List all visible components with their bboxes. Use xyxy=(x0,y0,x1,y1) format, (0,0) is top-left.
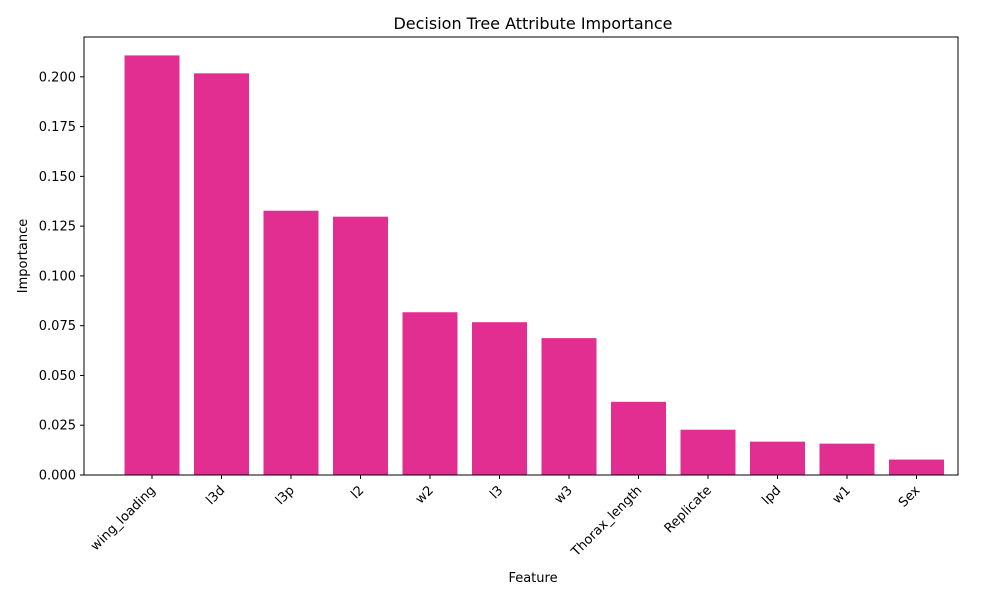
y-tick-label: 0.200 xyxy=(39,70,76,85)
bar-wing_loading xyxy=(123,54,181,476)
bar-l3 xyxy=(471,321,528,476)
bar-l2 xyxy=(332,215,389,476)
x-tick-label: w2 xyxy=(413,483,437,507)
x-axis-label: Feature xyxy=(508,571,557,586)
bar-w2 xyxy=(401,311,459,476)
x-tick-label: w1 xyxy=(830,483,854,507)
bars-group xyxy=(123,54,945,476)
bar-w1 xyxy=(818,442,876,476)
bar-lpd xyxy=(749,440,806,476)
bar-w3 xyxy=(540,337,598,476)
bar-l3p xyxy=(262,209,320,476)
x-tick-label: Thorax_length xyxy=(568,483,645,560)
y-tick-label: 0.100 xyxy=(39,269,76,284)
y-tick-label: 0.050 xyxy=(39,369,76,384)
bar-Sex xyxy=(888,458,945,476)
bar-l3d xyxy=(193,72,250,476)
plot-frame xyxy=(83,36,959,476)
bar-Replicate xyxy=(679,428,737,476)
x-tick-label: Sex xyxy=(896,483,924,511)
x-tick-label: w3 xyxy=(552,483,576,507)
y-tick-label: 0.150 xyxy=(39,170,76,185)
bar-Thorax_length xyxy=(610,400,667,476)
y-tick-label: 0.075 xyxy=(39,319,76,334)
x-tick-label: Replicate xyxy=(662,483,715,536)
y-axis-label: Importance xyxy=(16,219,31,294)
chart-title: Decision Tree Attribute Importance xyxy=(393,14,672,33)
x-tick-label: lpd xyxy=(759,483,784,508)
y-axis: 0.000 0.025 0.050 0.075 0.100 0.125 0.150 0.175… xyxy=(39,70,84,484)
x-tick-label: wing_loading xyxy=(88,483,159,554)
y-tick-label: 0.175 xyxy=(39,120,76,135)
y-tick-label: 0.000 xyxy=(39,469,76,484)
x-tick-label: l3p xyxy=(273,483,298,508)
x-tick-label: l3d xyxy=(203,483,228,508)
y-tick-label: 0.125 xyxy=(39,220,76,235)
x-tick-label: l3 xyxy=(487,483,506,502)
x-tick-label: l2 xyxy=(348,483,367,502)
y-tick-label: 0.025 xyxy=(39,419,76,434)
